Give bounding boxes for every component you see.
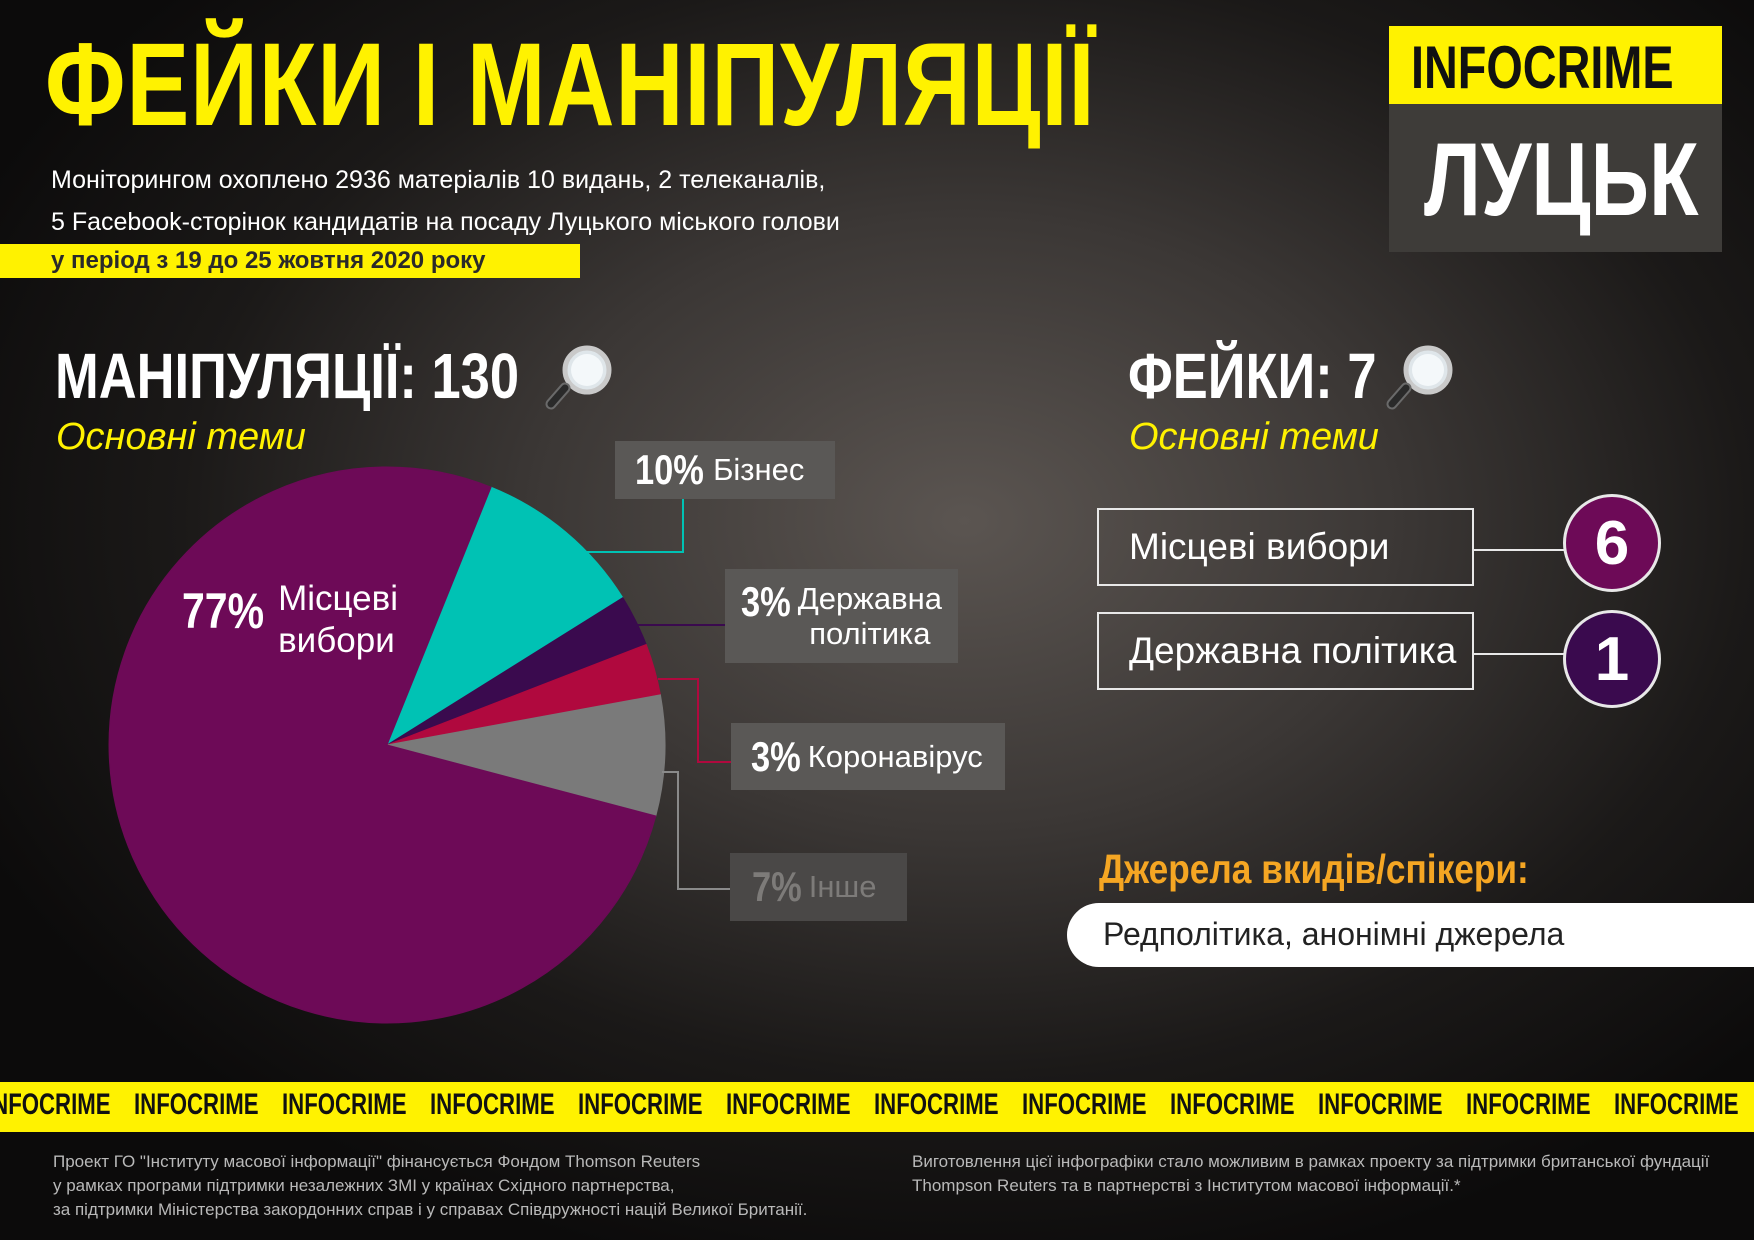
page-title: ФЕЙКИ І МАНІПУЛЯЦІЇ: [45, 19, 1096, 151]
fake-topic-local-elections: Місцеві вибори: [1097, 508, 1474, 586]
subtitle-line-1: Моніторингом охоплено 2936 матеріалів 10…: [51, 166, 826, 194]
leader-coronavirus: [658, 678, 731, 763]
pie-label-text-line-2: політика: [809, 616, 931, 651]
sources-text: Редполітика, анонімні джерела: [1103, 916, 1565, 952]
pie-label-text-line-2: вибори: [278, 621, 395, 660]
pie-label-pct: 10%: [635, 446, 704, 493]
logo-brand-text: INFOCRIME: [1411, 34, 1674, 101]
period-highlight-bar: [0, 244, 580, 278]
pie-label-coronavirus: 3% Коронавірус: [731, 723, 1005, 790]
fake-connector-line: [1474, 549, 1564, 551]
ticker-item: INFOCRIME: [1022, 1088, 1147, 1121]
slice-local-elections: [108, 466, 657, 1024]
leader-other: [662, 771, 730, 890]
pie-slices: [108, 466, 666, 1024]
footer-left-line-3: за підтримки Міністерства закордонних сп…: [53, 1200, 808, 1219]
footer-right-line-1: Виготовлення цієї інфографіки стало можл…: [912, 1152, 1710, 1171]
sources-heading: Джерела вкидів/спікери:: [1099, 846, 1529, 892]
manipulations-pie-chart: [108, 466, 731, 1024]
pie-label-local-elections: 77% Місцеві вибори: [182, 578, 398, 662]
ticker-item: INFOCRIME: [1614, 1088, 1739, 1121]
pie-label-pct: 3%: [741, 578, 791, 625]
pie-label-pct: 3%: [751, 732, 801, 780]
ticker-item: INFOCRIME: [430, 1088, 555, 1121]
footer-left-credits: Проект ГО "Інституту масової інформації"…: [53, 1150, 873, 1222]
period-text: у період з 19 до 25 жовтня 2020 року: [51, 247, 486, 274]
pie-label-pct: 7%: [752, 863, 802, 910]
pie-label-text: Бізнес: [713, 452, 805, 487]
pie-label-text-line-1: Місцеві: [278, 579, 398, 618]
slice-other: [386, 694, 666, 817]
brand-ticker-strip: INFOCRIME INFOCRIME INFOCRIME INFOCRIME INFO…: [0, 1082, 1754, 1132]
footer-left-line-1: Проект ГО "Інституту масової інформації"…: [53, 1152, 701, 1171]
pie-label-pct: 77%: [182, 583, 265, 639]
ticker-item: INFOCRIME: [1318, 1088, 1443, 1121]
fake-topic-state-policy: Державна політика: [1097, 612, 1474, 690]
fake-count-badge: 6: [1563, 494, 1661, 592]
pie-label-other: 7% Інше: [730, 853, 907, 921]
logo-city-text: ЛУЦЬК: [1424, 122, 1699, 238]
ticker-items: INFOCRIME INFOCRIME INFOCRIME INFOCRIME INFO…: [0, 1088, 1754, 1122]
fake-connector-line: [1474, 653, 1564, 655]
footer-right-line-2: Thompson Reuters та в партнерстві з Інст…: [912, 1176, 1461, 1195]
footer-right-credits: Виготовлення цієї інфографіки стало можл…: [912, 1150, 1752, 1198]
manipulations-heading: МАНІПУЛЯЦІЇ: 130: [55, 340, 520, 412]
logo-top-band: [1389, 26, 1722, 104]
leader-business: [585, 499, 684, 553]
ticker-item: INFOCRIME: [282, 1088, 407, 1121]
ticker-item: INFOCRIME: [1466, 1088, 1591, 1121]
ticker-item: INFOCRIME: [0, 1088, 111, 1121]
subtitle-line-2: 5 Facebook-сторінок кандидатів на посаду…: [51, 208, 840, 236]
pie-leader-lines: [585, 499, 731, 890]
pie-label-state-policy: 3% Державна політика: [725, 569, 958, 663]
magnifier-icon: [545, 345, 612, 410]
pie-label-business: 10% Бізнес: [615, 441, 835, 499]
infocrime-logo: INFOCRIME ЛУЦЬК: [1389, 26, 1722, 252]
slice-business: [385, 486, 624, 747]
fake-count-badge: 1: [1563, 610, 1661, 708]
ticker-item: INFOCRIME: [134, 1088, 259, 1121]
ticker-item: INFOCRIME: [1170, 1088, 1295, 1121]
ticker-item: INFOCRIME: [726, 1088, 851, 1121]
pie-label-text: Коронавірус: [807, 738, 983, 774]
magnifier-icon: [1386, 345, 1453, 410]
footer-left-line-2: у рамках програми підтримки незалежних З…: [53, 1176, 675, 1195]
ticker-item: INFOCRIME: [578, 1088, 703, 1121]
pie-label-text-line-1: Державна: [797, 581, 942, 616]
pie-label-text: Інше: [808, 869, 877, 904]
manipulations-subheading: Основні теми: [56, 416, 306, 458]
fakes-subheading: Основні теми: [1129, 416, 1379, 458]
sources-pill: [1067, 903, 1754, 967]
fakes-heading: ФЕЙКИ: 7: [1128, 340, 1377, 412]
ticker-item: INFOCRIME: [874, 1088, 999, 1121]
